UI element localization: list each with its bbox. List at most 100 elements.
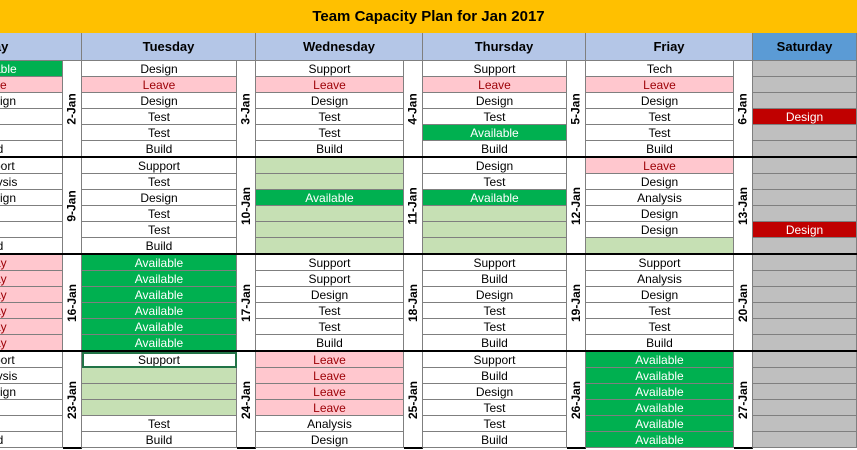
cell-sat[interactable] [753,416,857,432]
cell-mon[interactable]: t [0,222,63,238]
cell-mon[interactable]: ay [0,319,63,335]
cell-wed[interactable]: Build [256,335,404,351]
cell-sat[interactable] [753,271,857,287]
cell-mon[interactable]: t [0,206,63,222]
cell-tue[interactable]: Design [82,190,237,206]
cell-tue[interactable]: Support [82,352,237,368]
cell-sat[interactable] [753,238,857,254]
cell-wed[interactable]: Support [256,61,404,77]
cell-thu[interactable]: Support [423,352,567,368]
cell-mon[interactable]: sign [0,190,63,206]
cell-tue[interactable]: Available [82,319,237,335]
cell-tue[interactable]: Support [82,158,237,174]
cell-wed[interactable] [256,238,404,254]
cell-thu[interactable]: Design [423,158,567,174]
cell-mon[interactable]: t [0,125,63,141]
cell-thu[interactable]: Build [423,368,567,384]
cell-mon[interactable]: lysis [0,368,63,384]
cell-mon[interactable]: ld [0,238,63,254]
cell-fri[interactable]: Test [586,109,734,125]
cell-thu[interactable]: Available [423,125,567,141]
cell-thu[interactable]: Test [423,174,567,190]
cell-sat[interactable] [753,174,857,190]
cell-tue[interactable] [82,384,237,400]
cell-mon[interactable]: port [0,158,63,174]
cell-mon[interactable]: ve [0,77,63,93]
cell-sat[interactable] [753,77,857,93]
cell-fri[interactable]: Support [586,255,734,271]
cell-thu[interactable]: Test [423,400,567,416]
cell-mon[interactable]: t [0,400,63,416]
cell-tue[interactable]: Available [82,335,237,351]
cell-tue[interactable]: Test [82,174,237,190]
cell-fri[interactable]: Available [586,416,734,432]
cell-sat[interactable] [753,335,857,351]
cell-tue[interactable]: Available [82,303,237,319]
cell-fri[interactable]: Leave [586,158,734,174]
cell-wed[interactable]: Leave [256,368,404,384]
cell-sat[interactable] [753,287,857,303]
cell-thu[interactable]: Build [423,141,567,157]
header-mon[interactable]: nday [0,33,82,61]
cell-sat[interactable] [753,303,857,319]
cell-fri[interactable]: Test [586,303,734,319]
cell-sat[interactable] [753,141,857,157]
cell-tue[interactable]: Test [82,109,237,125]
cell-thu[interactable]: Test [423,303,567,319]
cell-fri[interactable]: Leave [586,77,734,93]
cell-wed[interactable]: Test [256,125,404,141]
cell-thu[interactable]: Available [423,190,567,206]
cell-thu[interactable] [423,238,567,254]
cell-tue[interactable]: Test [82,222,237,238]
cell-fri[interactable]: Analysis [586,190,734,206]
cell-tue[interactable]: Test [82,206,237,222]
cell-sat[interactable] [753,432,857,448]
cell-wed[interactable]: Leave [256,352,404,368]
cell-wed[interactable]: Test [256,319,404,335]
cell-fri[interactable]: Tech [586,61,734,77]
cell-sat[interactable] [753,125,857,141]
cell-tue[interactable]: Design [82,61,237,77]
cell-sat[interactable] [753,93,857,109]
cell-sat[interactable] [753,400,857,416]
cell-mon[interactable]: ld [0,432,63,448]
cell-tue[interactable]: Build [82,238,237,254]
cell-tue[interactable]: Design [82,93,237,109]
cell-wed[interactable] [256,174,404,190]
cell-mon[interactable]: ay [0,271,63,287]
cell-mon[interactable]: t [0,109,63,125]
cell-fri[interactable]: Available [586,352,734,368]
cell-mon[interactable]: ay [0,303,63,319]
cell-tue[interactable]: Build [82,141,237,157]
cell-mon[interactable]: able [0,61,63,77]
header-thu[interactable]: Thursday [423,33,586,61]
cell-wed[interactable]: Leave [256,77,404,93]
cell-fri[interactable]: Test [586,125,734,141]
cell-fri[interactable]: Available [586,368,734,384]
cell-sat[interactable] [753,352,857,368]
cell-thu[interactable] [423,206,567,222]
cell-wed[interactable]: Leave [256,400,404,416]
cell-mon[interactable]: t [0,416,63,432]
cell-sat[interactable] [753,61,857,77]
cell-wed[interactable]: Support [256,255,404,271]
cell-wed[interactable]: Design [256,287,404,303]
cell-thu[interactable]: Design [423,384,567,400]
cell-mon[interactable]: port [0,352,63,368]
cell-fri[interactable] [586,238,734,254]
cell-wed[interactable]: Support [256,271,404,287]
header-wed[interactable]: Wednesday [256,33,423,61]
cell-wed[interactable]: Build [256,141,404,157]
cell-tue[interactable]: Build [82,432,237,448]
cell-mon[interactable]: ay [0,255,63,271]
cell-fri[interactable]: Available [586,384,734,400]
cell-sat[interactable]: Design [753,109,857,125]
cell-thu[interactable] [423,222,567,238]
cell-fri[interactable]: Analysis [586,271,734,287]
cell-mon[interactable]: ay [0,335,63,351]
cell-fri[interactable]: Design [586,206,734,222]
cell-sat[interactable] [753,384,857,400]
cell-thu[interactable]: Test [423,416,567,432]
cell-wed[interactable]: Test [256,109,404,125]
cell-tue[interactable]: Available [82,287,237,303]
